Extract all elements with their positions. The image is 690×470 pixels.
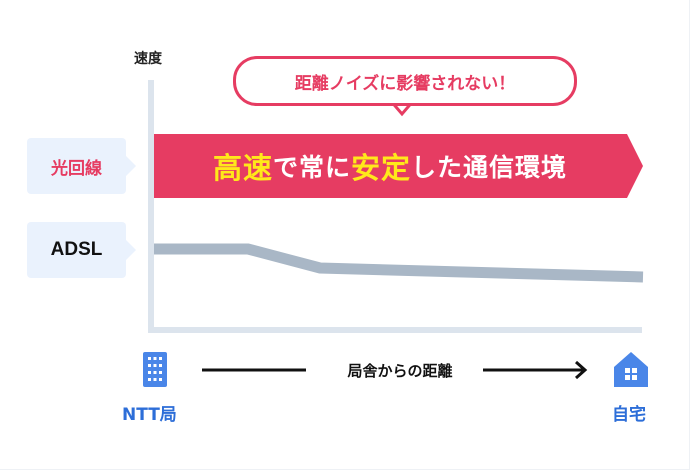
house-icon <box>614 352 648 387</box>
banner-part: 高速 <box>212 151 273 185</box>
ntt-station-label: NTT局 <box>122 405 177 425</box>
banner-part: 安定 <box>351 151 412 185</box>
x-axis-label: 局舎からの距離 <box>347 362 453 380</box>
banner-part: で常に <box>272 153 351 182</box>
y-axis-label: 速度 <box>134 51 162 67</box>
adsl-speed-line <box>154 243 644 283</box>
callout-bubble: 距離ノイズに影響されない！ <box>233 56 577 106</box>
y-axis <box>148 80 154 333</box>
fiber-banner <box>154 134 643 198</box>
adsl-label: ADSL <box>27 222 136 278</box>
banner-text: 高速 で常に 安定 した通信環境 <box>160 134 620 198</box>
banner-part: した通信環境 <box>411 153 568 182</box>
x-axis <box>148 327 642 333</box>
arrowhead-icon <box>575 360 588 380</box>
fiber-label: 光回線 <box>27 138 136 194</box>
building-icon <box>143 352 167 387</box>
home-label: 自宅 <box>612 405 646 425</box>
